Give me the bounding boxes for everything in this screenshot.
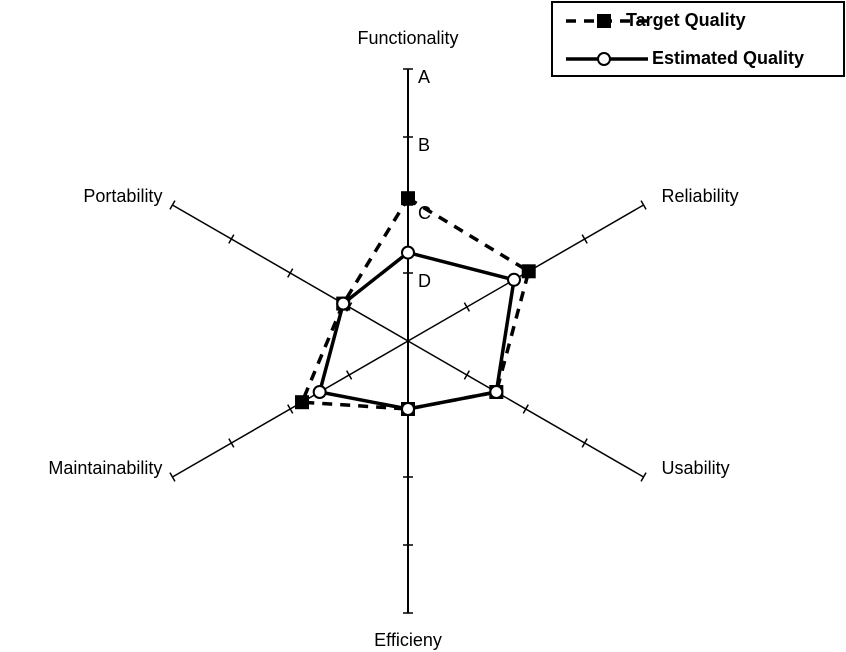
tick-mark	[287, 404, 294, 414]
category-label: Maintainability	[48, 458, 162, 478]
tick-mark	[640, 200, 647, 210]
r-tick-label: D	[418, 271, 431, 291]
legend-marker	[597, 14, 611, 28]
tick-mark	[463, 302, 471, 312]
r-tick-label: A	[418, 67, 430, 87]
category-label: Functionality	[357, 28, 458, 48]
tick-mark	[581, 438, 588, 448]
category-label: Usability	[662, 458, 730, 478]
legend: Target Quality Estimated Quality	[551, 1, 845, 77]
marker	[489, 385, 504, 399]
tick-mark	[169, 472, 176, 482]
legend-marker	[597, 52, 611, 66]
marker	[336, 296, 351, 311]
category-label: Efficieny	[374, 630, 442, 650]
marker	[507, 272, 522, 287]
category-label: Reliability	[662, 186, 739, 206]
r-tick-label: C	[418, 203, 431, 223]
r-tick-label: B	[418, 135, 430, 155]
tick-mark	[169, 200, 176, 210]
marker	[401, 245, 415, 260]
marker	[312, 385, 327, 399]
marker	[401, 402, 415, 416]
marker	[521, 264, 536, 279]
legend-label: Target Quality	[626, 10, 746, 30]
tick-mark	[345, 370, 353, 380]
series-line	[299, 195, 531, 411]
marker	[294, 395, 309, 410]
tick-mark	[581, 234, 588, 244]
legend-label: Estimated Quality	[652, 48, 804, 68]
category-label: Portability	[83, 186, 162, 206]
tick-mark	[463, 370, 471, 380]
tick-mark	[640, 472, 647, 482]
tick-mark	[522, 404, 529, 414]
tick-mark	[287, 268, 294, 278]
marker	[401, 191, 415, 206]
tick-mark	[228, 438, 235, 448]
tick-mark	[228, 234, 235, 244]
